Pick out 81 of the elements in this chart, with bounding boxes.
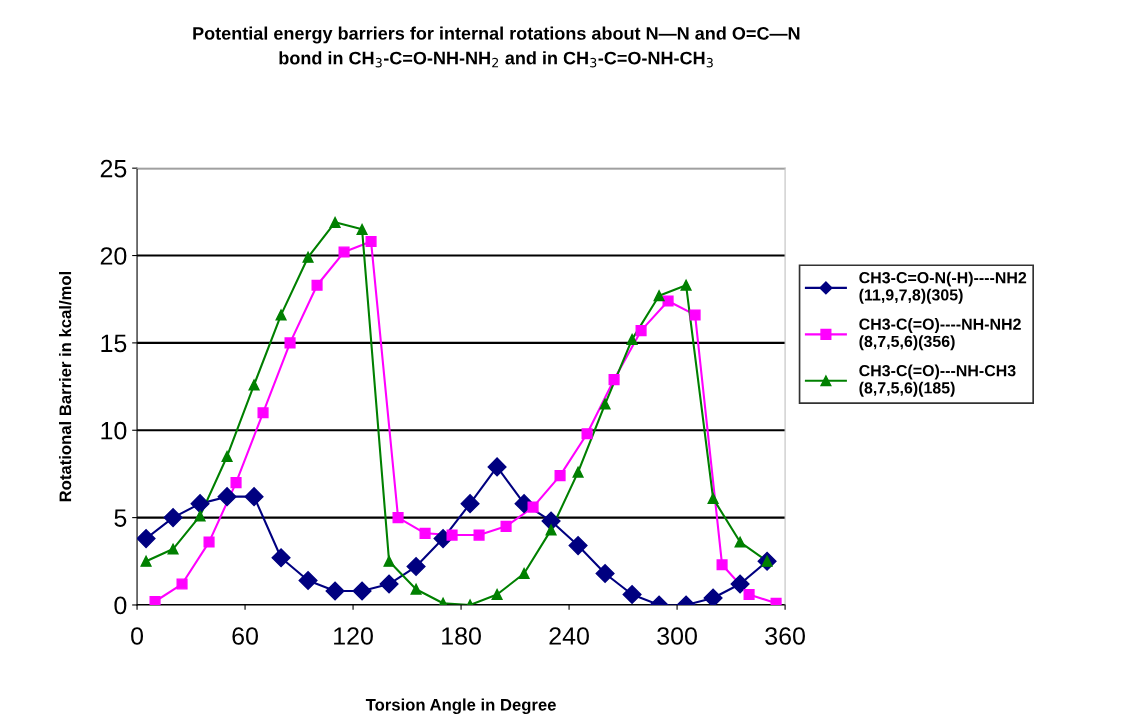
point [622,584,642,605]
legend-label: CH3-C=O-N(-H)----NH2 (11,9,7,8)(305) [859,271,1027,304]
y-tick-label: 15 [101,334,127,353]
point [383,555,395,567]
point [743,588,755,601]
legend-label: CH3-C(=O)----NH-NH2 (8,7,5,6)(356) [859,318,1021,351]
point [298,570,318,591]
point [518,567,530,580]
point [244,487,264,507]
point [410,583,422,595]
x-tick-label: 0 [131,627,144,645]
point [554,470,566,482]
point [653,290,665,302]
point [662,295,674,307]
x-tick-label: 60 [232,627,258,645]
point [203,536,215,548]
point [626,333,638,345]
x-tick-label: 120 [334,627,373,645]
point [167,543,179,555]
point [595,563,615,584]
point [230,477,242,489]
point [599,398,611,410]
point [356,223,368,235]
point [163,508,183,528]
point [149,595,161,605]
y-axis-title: Rotational Barrier in kcal/mol [58,271,72,502]
point [338,246,350,258]
point [311,279,323,291]
x-tick-label: 240 [549,627,589,645]
y-tick-label: 5 [114,509,127,527]
point [379,574,399,594]
point [707,492,719,504]
point [568,536,588,556]
point [190,494,210,514]
y-tick-label: 20 [100,247,127,265]
point [581,428,593,440]
point [545,524,557,536]
point [419,527,431,539]
point [248,379,260,391]
point [734,536,746,548]
point [329,216,341,228]
point [176,578,188,590]
point [487,457,507,477]
point [730,574,750,594]
point [137,529,156,549]
point [217,487,237,507]
point [365,235,377,248]
point [221,450,233,463]
point [392,512,404,524]
point [302,251,314,263]
point [703,588,723,605]
point [608,374,620,386]
legend-label: CH3-C(=O)---NH-CH3 (8,7,5,6)(185) [859,364,1016,397]
point [680,279,692,291]
x-tick-label: 360 [765,627,805,645]
y-tick-label: 0 [114,596,127,615]
x-tick-label: 300 [657,627,697,645]
chart-title: Potential energy barriers for internal rotations about N—N and O=C—N bond in CH$_{3}$-C=O-NH-NH$_{2}$ and in CH$_{3}$-C=O-NH-CH$_{3}$ [193,26,800,68]
point [275,309,287,321]
point [491,588,503,601]
point [352,581,372,601]
point [527,501,539,513]
point [635,325,647,337]
point [572,466,584,478]
point [140,555,152,567]
y-tick-label: 25 [100,159,127,178]
point [446,529,458,541]
point [473,529,485,541]
point [284,337,296,349]
x-tick-label: 180 [442,627,481,645]
point [689,309,701,321]
x-axis-title: Torsion Angle in Degree [365,698,556,715]
point [325,581,345,601]
point [271,548,291,568]
y-tick-label: 10 [101,421,127,440]
point [460,494,480,514]
point [194,510,206,522]
point [716,559,728,571]
point [406,556,426,577]
point [257,407,269,419]
point [500,520,512,532]
